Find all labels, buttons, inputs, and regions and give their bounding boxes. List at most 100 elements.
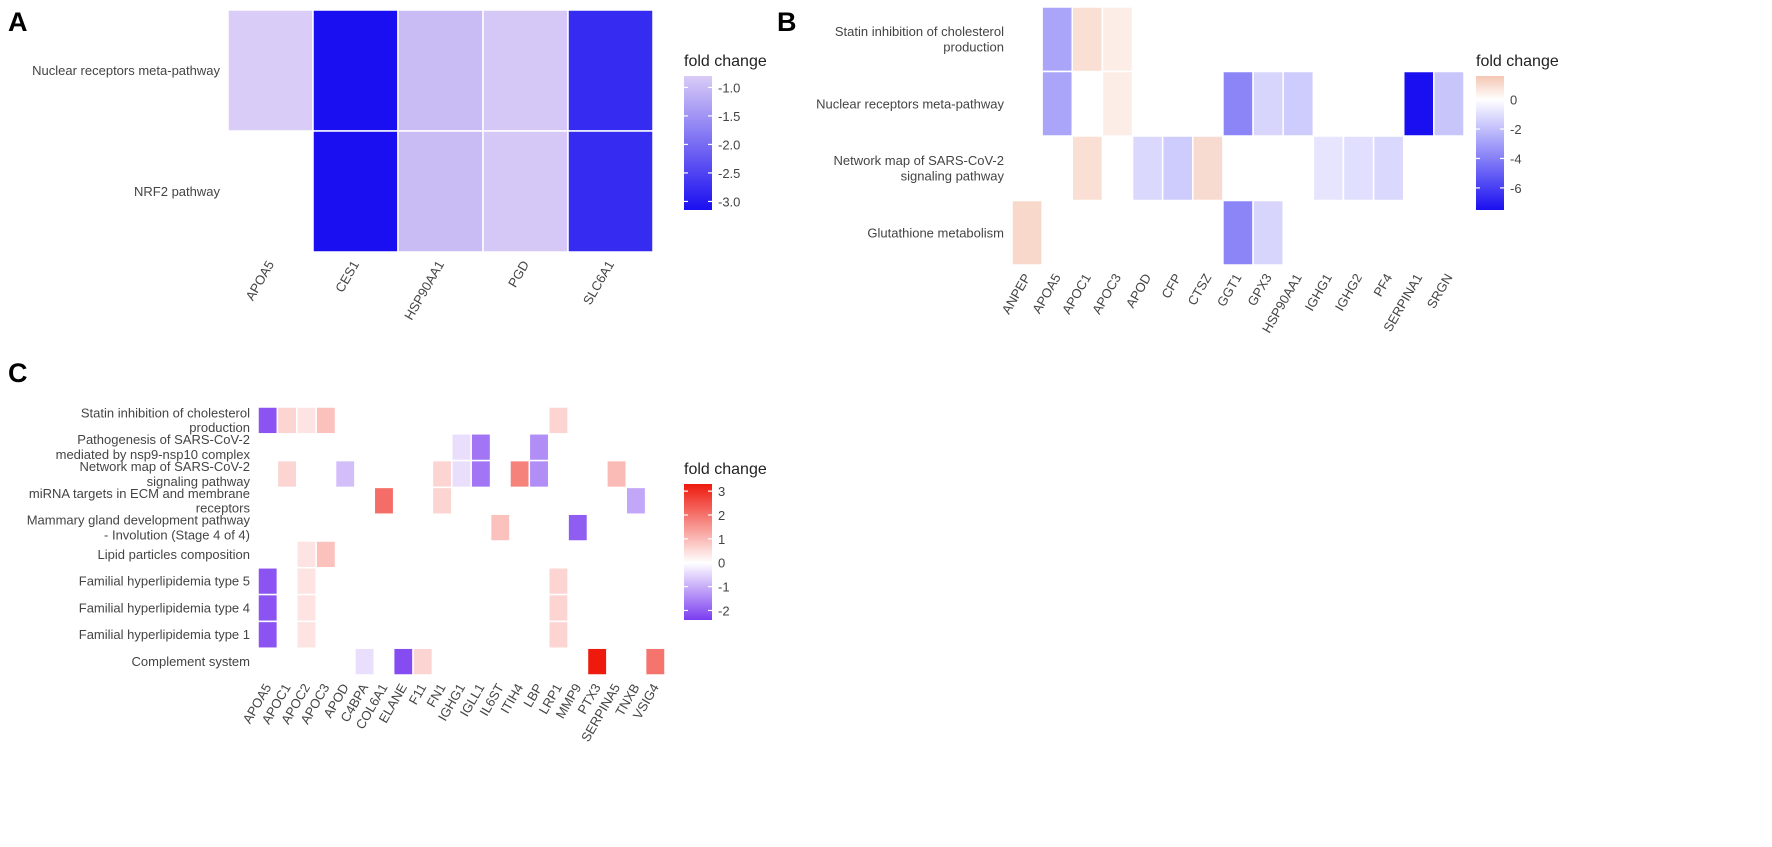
heatmap-panel-b: Glutathione metabolism Network map of SAR… [816,6,1559,335]
cell-c-apoc3-lipid-particles-composition [315,540,337,569]
panel-label-c: C [8,358,28,388]
cell-b-pf4-network-map-of-sars-cov-2-signaling-pathway [1372,135,1405,202]
y-label-c-pathogenesis-of-sars-cov-2-mediated-by-nsp9-nsp10-complex: Pathogenesis of SARS-CoV-2 mediated by ns… [56,432,251,462]
cell-c-igll1-pathogenesis-of-sars-cov-2-mediated-by-nsp9-nsp10-complex [470,433,492,462]
legend-colorbar-b [1476,76,1504,210]
x-label-b-ighg1: IGHG1 [1302,271,1335,314]
cell-c-apoc2-statin-inhibition-of-cholesterol-production [296,406,317,435]
legend-tick-a: -1.0 [718,80,740,95]
cell-c-tnxb-mirna-targets-in-ecm-and-membrane-receptors [625,486,647,515]
y-label-c-familial-hyperlipidemia-type-4: Familial hyperlipidemia type 4 [79,600,250,615]
x-label-b-cfp: CFP [1158,271,1184,301]
cell-b-ighg1-network-map-of-sars-cov-2-signaling-pathway [1312,135,1345,202]
legend-tick-c: -2 [718,603,730,618]
cell-c-apoa5-statin-inhibition-of-cholesterol-production [257,406,279,435]
cell-c-apod-network-map-of-sars-cov-2-signaling-pathway [334,459,356,489]
cell-c-mmp9-mammary-gland-development-pathway-involution-stage-4-of-4 [567,513,589,542]
legend-tick-b: -4 [1510,151,1522,166]
cell-b-apoc3-statin-inhibition-of-cholesterol-production [1101,6,1134,73]
x-label-b-gpx3: GPX3 [1244,271,1274,309]
cell-b-apoc1-network-map-of-sars-cov-2-signaling-pathway [1071,135,1104,202]
cell-c-lrp1-familial-hyperlipidemia-type-5 [547,567,569,596]
y-label-b-statin-inhibition-of-cholesterol-production: Statin inhibition of cholesterol producti… [835,24,1004,54]
y-label-b-glutathione-metabolism: Glutathione metabolism [867,225,1004,240]
legend-title-b: fold change [1476,53,1559,70]
cell-a-apoa5-nuclear-receptors-meta-pathway [227,9,314,132]
panel-label-b: B [777,7,797,37]
cell-b-apoa5-statin-inhibition-of-cholesterol-production [1041,6,1074,73]
x-label-b-pf4: PF4 [1370,271,1395,299]
y-label-c-mirna-targets-in-ecm-and-membrane-receptors: miRNA targets in ECM and membrane recepto… [29,486,251,516]
legend-tick-c: -1 [718,580,730,595]
cell-c-lbp-pathogenesis-of-sars-cov-2-mediated-by-nsp9-nsp10-complex [528,433,550,462]
cell-c-ighg1-pathogenesis-of-sars-cov-2-mediated-by-nsp9-nsp10-complex [451,433,472,462]
legend-tick-a: -1.5 [718,109,740,124]
y-label-c-familial-hyperlipidemia-type-5: Familial hyperlipidemia type 5 [79,574,250,589]
panel-label-a: A [8,7,28,37]
cell-c-serpina5-network-map-of-sars-cov-2-signaling-pathway [606,459,627,489]
cell-c-ptx3-complement-system [586,647,608,676]
cell-b-cfp-network-map-of-sars-cov-2-signaling-pathway [1161,135,1194,202]
x-label-b-ctsz: CTSZ [1184,271,1214,308]
cell-b-ighg2-network-map-of-sars-cov-2-signaling-pathway [1342,135,1375,202]
cell-a-pgd-nrf2-pathway [482,130,569,253]
y-label-a-nuclear-receptors-meta-pathway: Nuclear receptors meta-pathway [32,63,220,78]
y-label-c-familial-hyperlipidemia-type-1: Familial hyperlipidemia type 1 [79,627,250,642]
cell-c-apoc2-familial-hyperlipidemia-type-4 [296,593,317,623]
cell-b-anpep-glutathione-metabolism [1011,199,1043,266]
x-label-b-anpep: ANPEP [999,271,1034,317]
y-label-a-nrf2-pathway: NRF2 pathway [134,184,220,199]
heatmap-panel-a: NRF2 pathway Nuclear receptors meta-pathw… [32,9,767,322]
heatmap-panel-c: Complement system Familial hyperlipidemia… [27,405,767,744]
cell-a-ces1-nrf2-pathway [312,130,399,253]
cell-c-lrp1-statin-inhibition-of-cholesterol-production [547,406,569,435]
y-label-c-lipid-particles-composition: Lipid particles composition [98,547,250,562]
cell-b-gpx3-glutathione-metabolism [1252,199,1284,266]
cell-b-ctsz-network-map-of-sars-cov-2-signaling-pathway [1192,135,1224,202]
cell-c-vsig4-complement-system [644,647,666,676]
cell-c-itih4-network-map-of-sars-cov-2-signaling-pathway [509,459,531,489]
legend-title-a: fold change [684,53,767,70]
cell-c-apoc1-statin-inhibition-of-cholesterol-production [276,406,298,435]
y-label-c-complement-system: Complement system [132,654,250,669]
y-label-c-network-map-of-sars-cov-2-signaling-pathway: Network map of SARS-CoV-2 signaling pathw… [79,459,250,489]
cell-b-ggt1-nuclear-receptors-meta-pathway [1222,70,1254,137]
legend-tick-b: -6 [1510,181,1522,196]
cell-a-ces1-nuclear-receptors-meta-pathway [312,9,399,132]
x-label-b-apoc3: APOC3 [1089,271,1124,317]
cell-c-apoc1-network-map-of-sars-cov-2-signaling-pathway [276,459,298,489]
cell-a-hsp90aa1-nrf2-pathway [397,130,484,253]
cell-c-fn1-mirna-targets-in-ecm-and-membrane-receptors [431,486,453,515]
y-label-c-statin-inhibition-of-cholesterol-production: Statin inhibition of cholesterol producti… [81,405,250,435]
cell-c-c4bpa-complement-system [354,647,376,676]
legend-tick-a: -2.0 [718,137,740,152]
x-label-b-ggt1: GGT1 [1214,271,1245,309]
legend-colorbar-c [684,484,712,620]
legend-tick-c: 1 [718,532,725,547]
x-label-b-apod: APOD [1123,271,1154,310]
legend-title-c: fold change [684,461,767,478]
cell-b-hsp90aa1-nuclear-receptors-meta-pathway [1282,70,1315,137]
cell-a-hsp90aa1-nuclear-receptors-meta-pathway [397,9,484,132]
cell-c-apoc2-familial-hyperlipidemia-type-1 [296,620,317,649]
legend-tick-b: -2 [1510,122,1522,137]
cell-c-apoc2-familial-hyperlipidemia-type-5 [296,567,317,596]
cell-b-apoc3-nuclear-receptors-meta-pathway [1101,70,1134,137]
cell-c-apoc2-lipid-particles-composition [296,540,317,569]
cell-b-serpina1-nuclear-receptors-meta-pathway [1402,70,1435,137]
y-label-b-network-map-of-sars-cov-2-signaling-pathway: Network map of SARS-CoV-2 signaling pathw… [833,153,1004,183]
x-label-a-slc6a1: SLC6A1 [580,258,617,307]
legend-tick-a: -3.0 [718,194,740,209]
legend-colorbar-a [684,76,712,210]
x-label-a-apoa5: APOA5 [242,258,277,303]
cell-c-apoa5-familial-hyperlipidemia-type-5 [257,567,279,596]
x-label-a-hsp90aa1: HSP90AA1 [401,258,447,322]
cell-c-elane-complement-system [392,647,414,676]
legend-tick-c: 2 [718,508,725,523]
cell-b-gpx3-nuclear-receptors-meta-pathway [1252,70,1284,137]
legend-tick-b: 0 [1510,93,1517,108]
cell-b-ggt1-glutathione-metabolism [1222,199,1254,266]
cell-c-ighg1-network-map-of-sars-cov-2-signaling-pathway [451,459,472,489]
x-label-a-ces1: CES1 [332,258,362,295]
